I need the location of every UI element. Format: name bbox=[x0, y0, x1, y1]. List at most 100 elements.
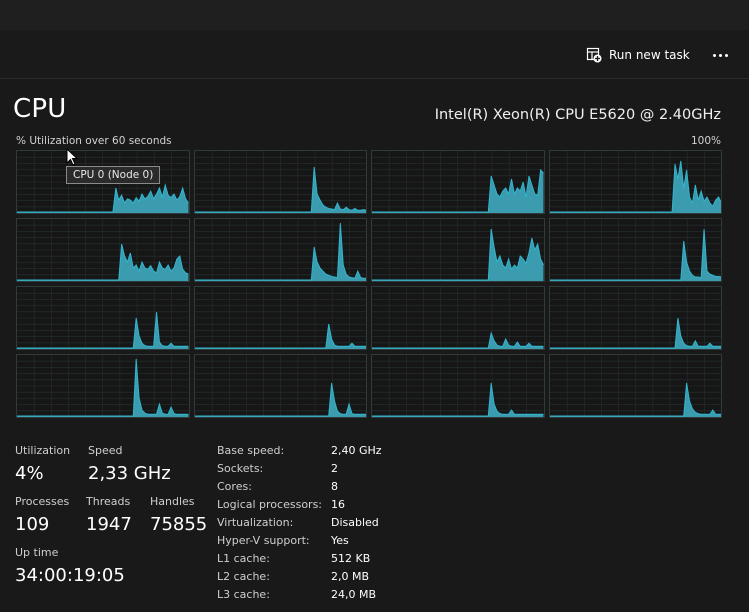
utilization-line bbox=[17, 183, 189, 213]
cpu-model-name: Intel(R) Xeon(R) CPU E5620 @ 2.40GHz bbox=[434, 107, 721, 123]
mouse-cursor-icon bbox=[66, 148, 79, 166]
utilization-line bbox=[17, 243, 189, 281]
utilization-line bbox=[549, 382, 721, 417]
spec-label: L1 cache: bbox=[217, 552, 270, 565]
utilization-line bbox=[549, 317, 721, 349]
cpu-graph-9[interactable] bbox=[193, 286, 367, 350]
spec-label: Virtualization: bbox=[217, 516, 294, 529]
page-title: CPU bbox=[13, 94, 67, 124]
utilization-area bbox=[549, 382, 721, 417]
utilization-line bbox=[194, 166, 366, 213]
cpu-graph-14[interactable] bbox=[371, 354, 545, 418]
cpu-graph-svg bbox=[17, 287, 189, 349]
utilization-label: Utilization bbox=[15, 444, 71, 457]
cpu-graph-7[interactable] bbox=[548, 218, 722, 282]
spec-value: 2,0 MB bbox=[331, 570, 370, 583]
cpu-graph-6[interactable] bbox=[371, 218, 545, 282]
utilization-line bbox=[549, 228, 721, 281]
utilization-area bbox=[194, 382, 366, 417]
title-bar bbox=[0, 0, 749, 30]
utilization-area bbox=[17, 243, 189, 281]
spec-value: Yes bbox=[331, 534, 349, 547]
utilization-line bbox=[194, 323, 366, 349]
spec-label: Base speed: bbox=[217, 444, 285, 457]
cpu-graph-13[interactable] bbox=[193, 354, 367, 418]
cpu-graph-svg bbox=[372, 219, 544, 281]
cpu-graph-svg bbox=[372, 151, 544, 213]
uptime-label: Up time bbox=[15, 546, 59, 559]
utilization-line bbox=[17, 358, 189, 417]
cpu-graph-svg bbox=[194, 151, 366, 213]
spec-value: 8 bbox=[331, 480, 338, 493]
utilization-line bbox=[194, 222, 366, 281]
graph-axis-label: % Utilization over 60 seconds bbox=[16, 135, 172, 147]
utilization-line bbox=[372, 228, 544, 281]
cpu-graph-svg bbox=[372, 355, 544, 417]
processes-label: Processes bbox=[15, 495, 70, 508]
utilization-line bbox=[194, 382, 366, 417]
cpu-graph-15[interactable] bbox=[548, 354, 722, 418]
spec-label: L2 cache: bbox=[217, 570, 270, 583]
utilization-area bbox=[17, 185, 189, 213]
utilization-area bbox=[17, 358, 189, 417]
cpu-graph-svg bbox=[549, 287, 721, 349]
cpu-graph-svg bbox=[194, 219, 366, 281]
spec-label: Sockets: bbox=[217, 462, 264, 475]
spec-value: 512 KB bbox=[331, 552, 371, 565]
speed-value: 2,33 GHz bbox=[88, 463, 171, 484]
cpu-graph-svg bbox=[549, 151, 721, 213]
utilization-area bbox=[17, 311, 189, 349]
spec-label: Logical processors: bbox=[217, 498, 323, 511]
utilization-line bbox=[372, 382, 544, 417]
utilization-line bbox=[372, 331, 544, 349]
cpu-graph-3[interactable] bbox=[548, 150, 722, 214]
utilization-line bbox=[372, 168, 544, 213]
handles-label: Handles bbox=[150, 495, 195, 508]
cpu-graph-svg bbox=[17, 219, 189, 281]
cpu-graph-4[interactable] bbox=[16, 218, 190, 282]
spec-label: Cores: bbox=[217, 480, 252, 493]
threads-label: Threads bbox=[86, 495, 131, 508]
spec-value: Disabled bbox=[331, 516, 379, 529]
command-bar: Run new task bbox=[0, 30, 749, 79]
spec-value: 16 bbox=[331, 498, 345, 511]
run-task-icon bbox=[586, 47, 602, 63]
speed-label: Speed bbox=[88, 444, 123, 457]
utilization-area bbox=[549, 160, 721, 213]
cpu-graph-svg bbox=[372, 287, 544, 349]
utilization-area bbox=[549, 318, 721, 349]
cpu-graph-svg bbox=[549, 355, 721, 417]
graph-axis-max: 100% bbox=[690, 135, 721, 147]
utilization-area bbox=[372, 169, 544, 213]
threads-value: 1947 bbox=[86, 514, 132, 535]
utilization-area bbox=[372, 228, 544, 281]
cpu-graph-svg bbox=[194, 287, 366, 349]
tooltip: CPU 0 (Node 0) bbox=[66, 166, 161, 184]
cpu-graph-2[interactable] bbox=[371, 150, 545, 214]
cpu-graph-svg bbox=[549, 219, 721, 281]
cpu-graph-1[interactable] bbox=[193, 150, 367, 214]
cpu-graph-svg bbox=[17, 355, 189, 417]
more-options-icon bbox=[712, 53, 716, 57]
cpu-graph-svg bbox=[194, 355, 366, 417]
run-new-task-button[interactable]: Run new task bbox=[580, 42, 696, 68]
cpu-graph-8[interactable] bbox=[16, 286, 190, 350]
utilization-line bbox=[549, 160, 721, 213]
spec-label: L3 cache: bbox=[217, 588, 270, 601]
utilization-area bbox=[372, 333, 544, 349]
more-options-button[interactable] bbox=[706, 42, 734, 68]
cpu-graph-10[interactable] bbox=[371, 286, 545, 350]
utilization-line bbox=[17, 311, 189, 349]
utilization-value: 4% bbox=[15, 463, 44, 484]
spec-label: Hyper-V support: bbox=[217, 534, 310, 547]
uptime-value: 34:00:19:05 bbox=[15, 565, 125, 586]
spec-value: 24,0 MB bbox=[331, 588, 377, 601]
cpu-graph-11[interactable] bbox=[548, 286, 722, 350]
spec-value: 2 bbox=[331, 462, 338, 475]
run-new-task-label: Run new task bbox=[609, 48, 690, 62]
spec-value: 2,40 GHz bbox=[331, 444, 382, 457]
logical-processor-grid[interactable] bbox=[16, 150, 722, 418]
cpu-graph-12[interactable] bbox=[16, 354, 190, 418]
cpu-graph-5[interactable] bbox=[193, 218, 367, 282]
processes-value: 109 bbox=[15, 514, 50, 535]
